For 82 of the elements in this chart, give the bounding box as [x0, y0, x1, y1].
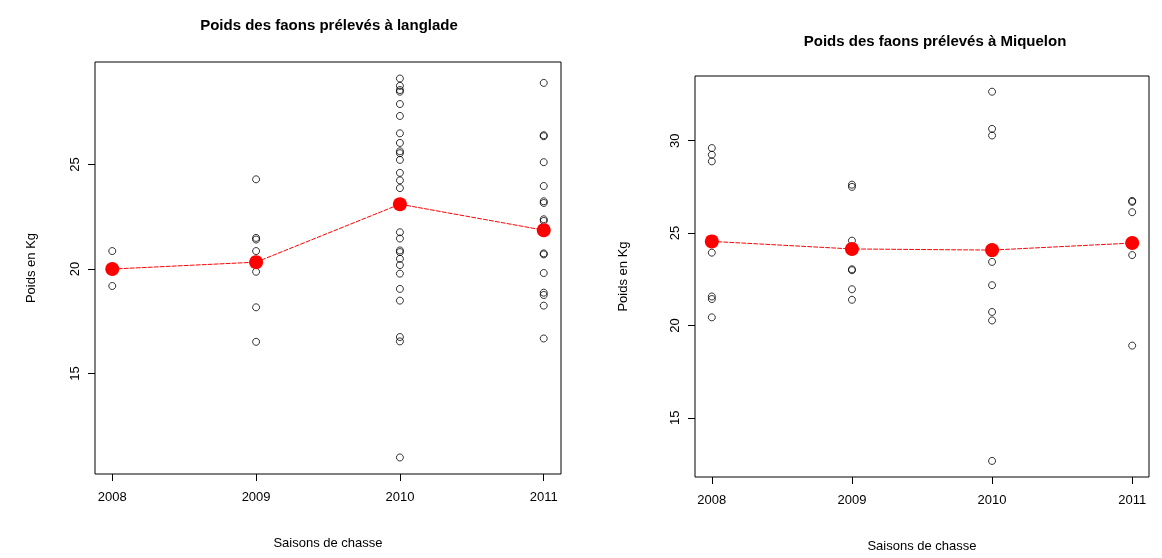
point [539, 182, 548, 191]
point [1128, 341, 1137, 350]
x-tick-label: 2011 [529, 489, 558, 504]
x-tick-label: 2009 [241, 489, 271, 504]
point [252, 175, 261, 184]
point [988, 257, 997, 266]
x-tick-label: 2008 [97, 489, 127, 504]
point [539, 334, 548, 343]
point [707, 295, 716, 304]
point [105, 262, 120, 277]
point [252, 247, 261, 256]
point [395, 269, 404, 278]
point [392, 197, 407, 212]
point [252, 303, 261, 312]
point [395, 155, 404, 164]
x-tick-label: 2009 [837, 492, 867, 507]
point [395, 111, 404, 120]
point [707, 157, 716, 166]
point [395, 168, 404, 177]
point [985, 243, 1000, 258]
point [539, 78, 548, 87]
point [395, 228, 404, 237]
point [988, 281, 997, 290]
point [1128, 251, 1137, 260]
point [395, 261, 404, 270]
y-axis-title: Poids en Kg [23, 232, 38, 304]
point [395, 453, 404, 462]
point [539, 158, 548, 167]
y-tick-label: 15 [667, 410, 682, 426]
point [707, 248, 716, 257]
y-tick-label: 25 [67, 157, 82, 172]
chart-title: Poids des faons prélevés à langlade [200, 16, 458, 33]
point [395, 254, 404, 263]
point [707, 292, 716, 301]
x-tick-label: 2010 [385, 489, 415, 504]
point [539, 301, 548, 310]
point [1128, 208, 1137, 217]
point [395, 333, 404, 342]
point [395, 100, 404, 109]
point [707, 144, 716, 153]
x-axis-title: Saisons de chasse [273, 535, 383, 550]
y-axis-title: Poids en Kg [615, 241, 630, 312]
point [252, 267, 261, 276]
x-tick-label: 2008 [697, 492, 727, 507]
point [395, 184, 404, 193]
point [395, 81, 404, 90]
point [395, 337, 404, 346]
x-tick-label: 2011 [1118, 492, 1147, 507]
chart-title: Poids des faons prélevés à Miquelon [803, 32, 1067, 49]
point [847, 295, 856, 304]
y-tick-label: 20 [667, 318, 682, 333]
y-tick-label: 20 [67, 261, 82, 277]
point [536, 223, 551, 238]
point [988, 124, 997, 133]
point [988, 456, 997, 465]
point [847, 285, 856, 294]
point [988, 307, 997, 316]
point [707, 313, 716, 322]
point [395, 234, 404, 243]
point [108, 281, 117, 290]
point [395, 296, 404, 305]
y-tick-label: 30 [667, 133, 682, 148]
point [395, 138, 404, 147]
x-tick-label: 2010 [977, 492, 1007, 507]
y-tick-label: 25 [667, 225, 682, 241]
point [988, 131, 997, 140]
y-tick-label: 15 [67, 366, 82, 381]
point [395, 74, 404, 83]
point [988, 87, 997, 96]
point [704, 234, 719, 249]
point [539, 269, 548, 278]
point [988, 316, 997, 325]
point [249, 255, 264, 270]
point [395, 176, 404, 185]
point [395, 284, 404, 293]
point [1125, 236, 1140, 251]
point [252, 337, 261, 346]
x-axis-title: Saisons de chasse [867, 538, 977, 553]
point [707, 150, 716, 159]
point [844, 241, 859, 256]
point [108, 247, 117, 256]
point [395, 129, 404, 138]
